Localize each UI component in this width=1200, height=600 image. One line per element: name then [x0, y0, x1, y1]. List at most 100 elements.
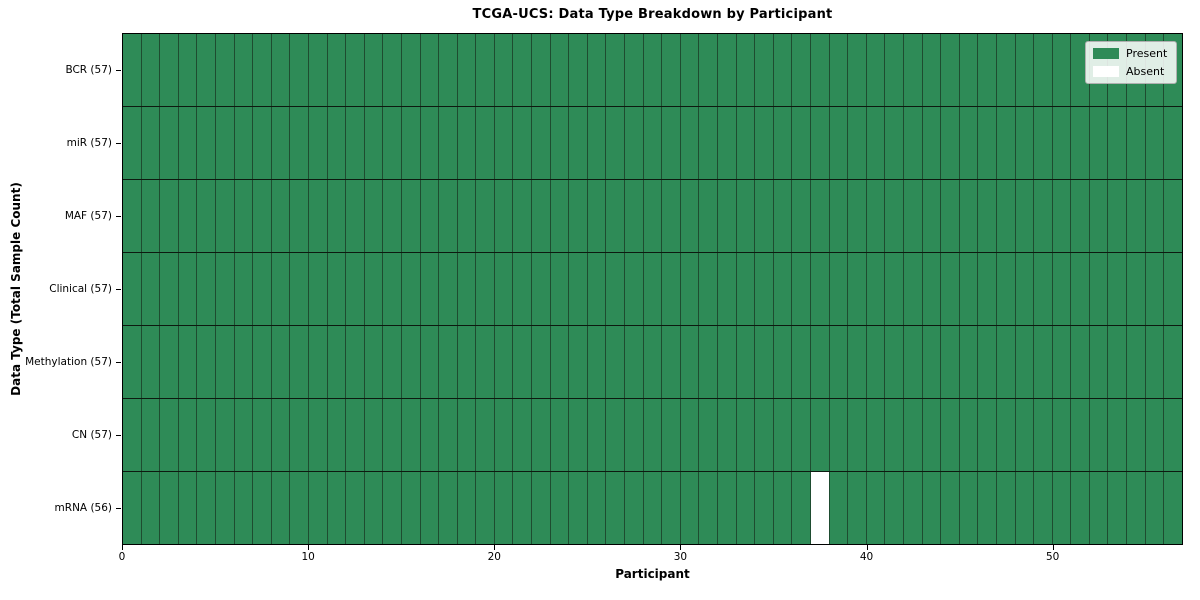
y-tick-label-Methylation: Methylation (57)	[25, 356, 112, 369]
heatmap-cell-present	[439, 34, 458, 106]
heatmap-cell-present	[253, 107, 272, 179]
heatmap-cell-present	[308, 107, 328, 179]
heatmap-cell-present	[364, 399, 384, 471]
legend-swatch-absent	[1093, 66, 1119, 77]
heatmap-cell-present	[439, 180, 458, 252]
heatmap-cell-present	[606, 326, 626, 398]
heatmap-cell-present	[123, 34, 142, 106]
heatmap-cell-present	[699, 472, 718, 544]
heatmap-cell-present	[922, 180, 942, 252]
heatmap-cell-present	[346, 472, 365, 544]
heatmap-cell-present	[141, 326, 161, 398]
heatmap-cell-present	[643, 326, 663, 398]
heatmap-cell-present	[178, 253, 198, 325]
heatmap-row-Clinical	[123, 253, 1182, 326]
heatmap-cell-present	[885, 399, 904, 471]
heatmap-cell-present	[1052, 472, 1072, 544]
heatmap-cell-present	[178, 472, 198, 544]
heatmap-cell-present	[941, 472, 960, 544]
heatmap-cell-present	[271, 326, 291, 398]
heatmap-cell-present	[1145, 326, 1165, 398]
heatmap-cell-present	[532, 253, 551, 325]
heatmap-cell-present	[885, 34, 904, 106]
heatmap-cell-present	[457, 326, 477, 398]
heatmap-cell-present	[197, 253, 216, 325]
heatmap-cell-present	[643, 472, 663, 544]
heatmap-cell-present	[1145, 253, 1165, 325]
heatmap-cell-present	[1052, 34, 1072, 106]
heatmap-cell-present	[178, 34, 198, 106]
heatmap-cell-present	[420, 472, 440, 544]
heatmap-cell-present	[922, 34, 942, 106]
heatmap-cell-present	[346, 34, 365, 106]
heatmap-cell-present	[922, 326, 942, 398]
y-tick-label-CN: CN (57)	[71, 429, 112, 442]
heatmap-cell-present	[792, 326, 811, 398]
heatmap-cell-present	[736, 253, 756, 325]
y-tick-mark	[116, 362, 121, 364]
heatmap-cell-present	[996, 472, 1016, 544]
heatmap-cell-present	[383, 326, 402, 398]
x-tick-label-40: 40	[859, 551, 874, 563]
heatmap-cell-present	[401, 399, 421, 471]
heatmap-cell-present	[606, 180, 626, 252]
heatmap-cell-present	[123, 107, 142, 179]
heatmap-row-Methylation	[123, 326, 1182, 399]
heatmap-cell-present	[1089, 399, 1109, 471]
heatmap-cell-present	[569, 180, 588, 252]
heatmap-cell-present	[1164, 253, 1182, 325]
heatmap-cell-present	[643, 34, 663, 106]
heatmap-cell-present	[123, 472, 142, 544]
heatmap-cell-present	[1071, 399, 1090, 471]
heatmap-cell-present	[606, 472, 626, 544]
heatmap-cell-present	[810, 253, 830, 325]
heatmap-cell-present	[755, 399, 774, 471]
heatmap-cell-present	[922, 472, 942, 544]
heatmap-cell-present	[308, 472, 328, 544]
x-tick-label-50: 50	[1046, 551, 1060, 563]
heatmap-cell-present	[141, 399, 161, 471]
heatmap-cell-present	[1089, 326, 1109, 398]
heatmap-cell-present	[569, 253, 588, 325]
heatmap-cell-present	[996, 107, 1016, 179]
heatmap-cell-present	[959, 34, 979, 106]
heatmap-cell-present	[606, 34, 626, 106]
heatmap-cell-present	[625, 399, 644, 471]
heatmap-cell-present	[792, 180, 811, 252]
heatmap-cell-present	[587, 253, 607, 325]
heatmap-cell-present	[160, 34, 179, 106]
heatmap-cell-present	[457, 180, 477, 252]
heatmap-cell-present	[1071, 253, 1090, 325]
heatmap-cell-present	[903, 107, 923, 179]
x-tick-mark	[1052, 545, 1054, 550]
heatmap-cell-present	[978, 107, 997, 179]
heatmap-cell-present	[569, 326, 588, 398]
heatmap-cell-present	[866, 326, 886, 398]
heatmap-cell-present	[457, 253, 477, 325]
heatmap-cell-present	[848, 326, 867, 398]
heatmap-cell-present	[736, 34, 756, 106]
heatmap-cell-present	[848, 107, 867, 179]
heatmap-cell-present	[346, 399, 365, 471]
heatmap-cell-present	[494, 253, 514, 325]
heatmap-cell-present	[1071, 326, 1090, 398]
heatmap-cell-present	[755, 472, 774, 544]
heatmap-cell-present	[662, 253, 681, 325]
heatmap-cell-present	[439, 399, 458, 471]
heatmap-cell-present	[1034, 107, 1053, 179]
heatmap-cell-present	[718, 399, 737, 471]
heatmap-cell-present	[215, 180, 235, 252]
heatmap-cell-present	[903, 326, 923, 398]
heatmap-cell-present	[848, 180, 867, 252]
heatmap-cell-present	[364, 180, 384, 252]
heatmap-row-mRNA	[123, 472, 1182, 544]
heatmap-cell-present	[792, 472, 811, 544]
heatmap-cell-present	[123, 180, 142, 252]
heatmap-cell-present	[327, 472, 347, 544]
heatmap-cell-present	[513, 34, 533, 106]
heatmap-cell-present	[680, 107, 700, 179]
heatmap-cell-present	[1145, 107, 1165, 179]
heatmap-cell-present	[736, 399, 756, 471]
heatmap-cell-present	[810, 399, 830, 471]
